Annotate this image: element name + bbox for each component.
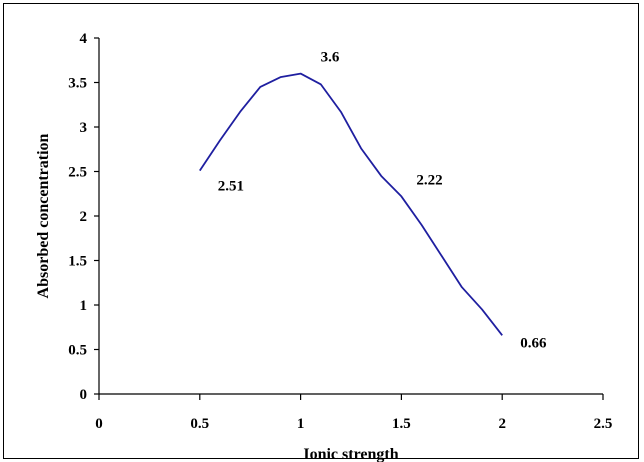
- axes: 0 0.5 1 1.5 2 2.5 3 3.5 4 0 0.5 1 1.5 2 2.5: [68, 31, 612, 432]
- data-label: 0.66: [520, 335, 547, 351]
- series-line: [199, 72, 503, 336]
- y-tick-label: 2: [80, 209, 88, 225]
- data-label: 2.22: [416, 172, 442, 188]
- x-tick-label: 2: [498, 416, 506, 432]
- chart-frame: [3, 3, 639, 459]
- series-layer: [199, 72, 503, 336]
- y-tick-label: 3.5: [68, 76, 87, 92]
- y-tick-label: 0: [80, 387, 88, 403]
- y-axis-title: Absorbed concentration: [35, 133, 52, 298]
- x-tick-label: 0.5: [190, 416, 209, 432]
- y-tick-label: 0.5: [68, 343, 87, 359]
- y-tick-label: 3: [80, 120, 88, 136]
- y-tick-label: 2.5: [68, 165, 87, 181]
- data-label: 2.51: [218, 179, 244, 195]
- x-tick-label: 2.5: [594, 416, 613, 432]
- y-tick-label: 1.5: [68, 254, 87, 270]
- x-tick-label: 1.5: [392, 416, 411, 432]
- x-axis-title: Ionic strength: [303, 446, 398, 462]
- data-label: 3.6: [321, 50, 340, 66]
- y-tick-label: 4: [80, 31, 88, 47]
- y-tick-label: 1: [80, 298, 88, 314]
- data-labels: 2.51 3.6 2.22 0.66: [218, 50, 547, 352]
- x-tick-label: 0: [95, 416, 103, 432]
- x-tick-label: 1: [297, 416, 305, 432]
